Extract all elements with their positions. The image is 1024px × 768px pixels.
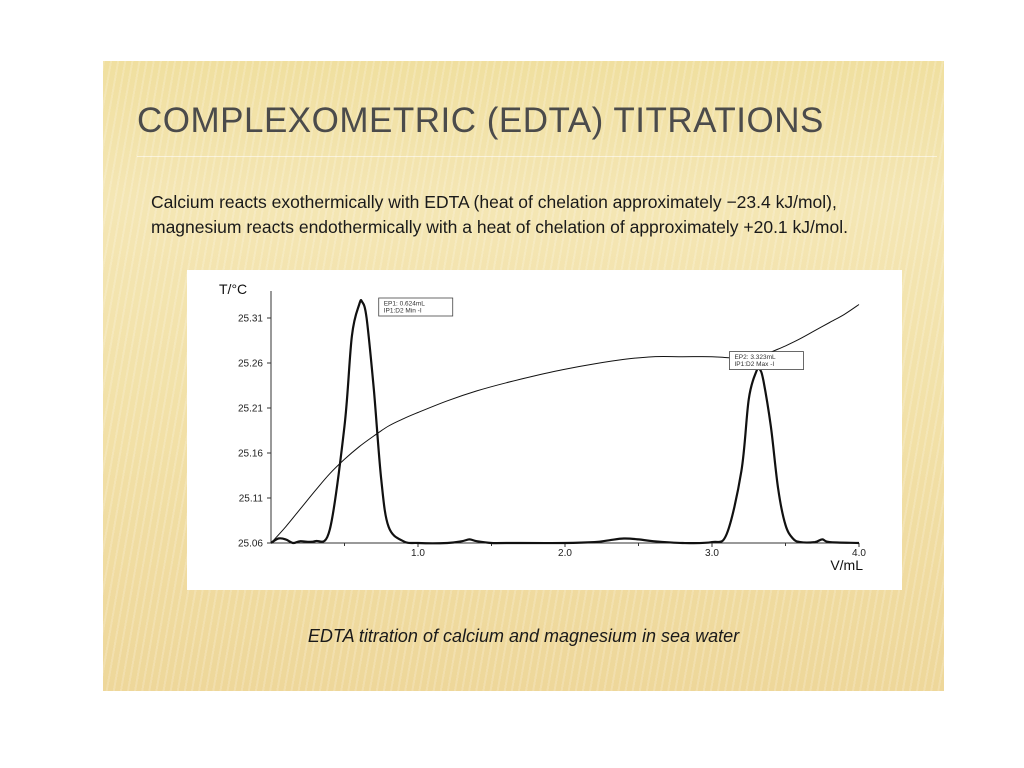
y-tick-label: 25.06 [238, 539, 263, 550]
slide-body-text: Calcium reacts exothermically with EDTA … [151, 192, 848, 237]
temperature-curve [270, 304, 860, 544]
titration-figure: 25.06 25.11 25.16 25.21 25.26 25.31 1.0 2.0 3.0 4… [187, 270, 902, 590]
y-tick-label: 25.31 [238, 314, 263, 325]
annotation-box [378, 297, 454, 317]
annotation-box [729, 351, 804, 370]
y-tick-label: 25.11 [239, 494, 264, 505]
slide: COMPLEXOMETRIC (EDTA) TITRATIONS Calcium… [103, 61, 944, 691]
y-axis-label: T/°C [219, 281, 247, 297]
annotation-text: EP1: 0.624mL [384, 301, 426, 308]
x-tick-label: 2.0 [558, 548, 572, 559]
y-tick-label: 25.16 [238, 449, 263, 460]
x-tick-label: 1.0 [411, 548, 425, 559]
annotation-text: EP2: 3.323mL [734, 354, 776, 361]
derivative-curve [270, 299, 860, 545]
x-tick-label: 4.0 [852, 548, 866, 559]
figure-caption: EDTA titration of calcium and magnesium … [307, 626, 740, 646]
annotation-text: IP1:D2 Min -I [384, 308, 422, 315]
title-divider [137, 156, 937, 157]
y-tick-label: 25.21 [238, 404, 263, 415]
annotation-text: IP1:D2 Max -I [734, 361, 774, 368]
slide-title: COMPLEXOMETRIC (EDTA) TITRATIONS [137, 101, 824, 140]
x-axis-label: V/mL [830, 557, 863, 573]
x-tick-label: 3.0 [705, 548, 719, 559]
titration-chart: 25.06 25.11 25.16 25.21 25.26 25.31 1.0 2.0 3.0 4… [219, 281, 866, 573]
y-tick-label: 25.26 [238, 359, 263, 370]
